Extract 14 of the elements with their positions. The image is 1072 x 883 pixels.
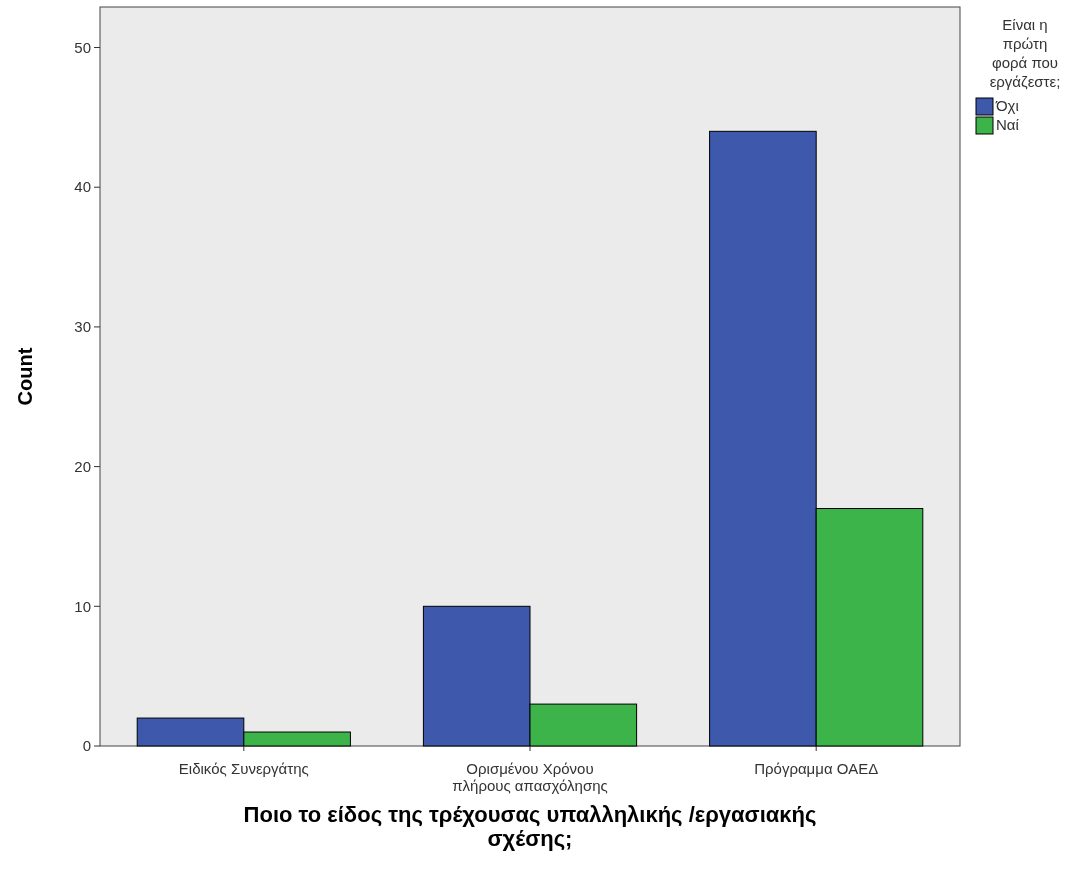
y-tick-label: 50 [74, 38, 91, 56]
y-tick-label: 30 [74, 318, 91, 336]
legend-label: Όχι [995, 97, 1019, 115]
y-axis-title: Count [14, 347, 36, 406]
y-tick-label: 20 [74, 457, 91, 475]
y-tick-label: 10 [74, 597, 91, 615]
legend-title: Είναι η πρώτη φορά που εργάζεστε; [989, 16, 1061, 90]
x-tick-label: Πρόγραμμα ΟΑΕΔ [754, 760, 879, 777]
x-axis-title: Ποιο το είδος της τρέχουσας υπαλληλικής /εργασιακής σχέσης; [243, 802, 817, 851]
x-tick-label: Ειδικός Συνεργάτης [178, 760, 309, 777]
x-tick-label: Ορισμένου Χρόνου πλήρους απασχόλησης [452, 760, 608, 794]
y-tick-label: 40 [74, 178, 91, 196]
legend-label: Ναί [996, 116, 1020, 134]
y-tick-label: 0 [82, 737, 91, 755]
